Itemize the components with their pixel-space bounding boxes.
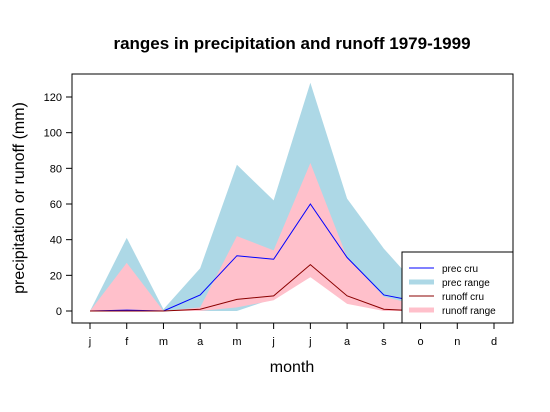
y-axis: 0 20 40 60 80 100 120 [44, 92, 73, 318]
y-tick-label: 0 [56, 306, 62, 318]
legend-label: runoff cru [442, 292, 484, 303]
x-tick-label: n [454, 336, 460, 348]
line-runoff-cru [90, 263, 421, 312]
x-tick-label: a [197, 336, 204, 348]
x-tick-label: s [381, 336, 387, 348]
legend-label: prec range [442, 278, 490, 289]
y-tick-label: 120 [44, 92, 62, 104]
legend-label: runoff range [442, 306, 496, 317]
x-tick-label: m [159, 336, 168, 348]
x-tick-label: j [308, 336, 311, 348]
line-layer [89, 203, 421, 312]
y-tick-label: 100 [44, 128, 62, 140]
legend-label: prec cru [442, 264, 478, 275]
x-tick-label: d [491, 336, 497, 348]
y-tick-label: 60 [50, 199, 62, 211]
y-tick-label: 80 [50, 163, 62, 175]
y-tick-label: 20 [50, 270, 62, 282]
legend: prec cru prec range runoff cru runoff range [401, 251, 514, 324]
x-tick-label: f [125, 336, 129, 348]
x-tick-label: j [271, 336, 274, 348]
band-layer [90, 82, 421, 311]
x-tick-label: a [344, 336, 351, 348]
chart-title: ranges in precipitation and runoff 1979-… [113, 34, 470, 53]
band-runoff-range [90, 162, 421, 311]
x-axis-label: month [270, 359, 314, 376]
x-tick-label: o [417, 336, 423, 348]
y-axis-label: precipitation or runoff (mm) [11, 102, 28, 294]
x-tick-label: m [232, 336, 241, 348]
y-tick-label: 40 [50, 235, 62, 247]
x-tick-label: j [88, 336, 91, 348]
